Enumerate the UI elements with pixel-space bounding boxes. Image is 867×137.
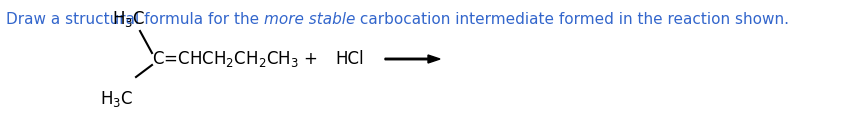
Text: C=CHCH$_2$CH$_2$CH$_3$: C=CHCH$_2$CH$_2$CH$_3$ [152, 49, 299, 69]
Text: carbocation intermediate formed in the reaction shown.: carbocation intermediate formed in the r… [355, 12, 789, 27]
Text: +: + [303, 50, 317, 68]
Text: more stable: more stable [264, 12, 355, 27]
Text: H$_3$C: H$_3$C [100, 89, 134, 109]
Text: Draw a structural formula for the: Draw a structural formula for the [6, 12, 264, 27]
FancyArrow shape [385, 55, 440, 63]
Text: H$_3$C: H$_3$C [112, 9, 145, 29]
Text: HCl: HCl [335, 50, 363, 68]
